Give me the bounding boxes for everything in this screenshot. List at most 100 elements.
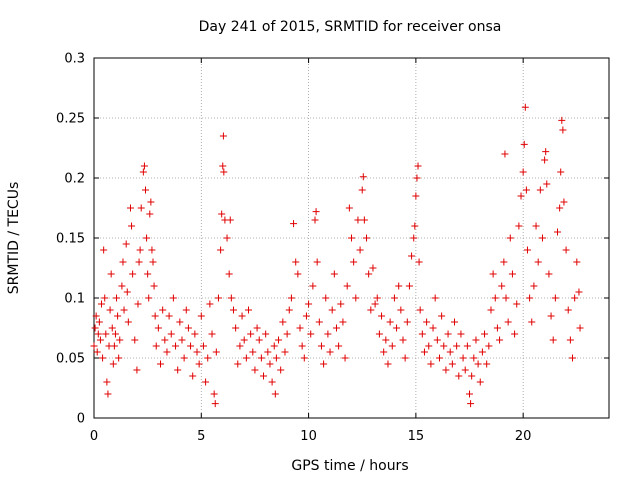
data-point xyxy=(147,198,155,206)
data-point xyxy=(536,186,544,194)
data-point xyxy=(558,116,566,124)
data-point xyxy=(451,318,458,326)
data-point xyxy=(143,234,151,242)
data-point xyxy=(225,270,233,278)
data-point xyxy=(149,258,157,266)
data-point xyxy=(384,360,392,368)
data-point xyxy=(522,186,530,194)
data-point xyxy=(272,354,280,362)
data-point xyxy=(508,270,516,278)
data-point xyxy=(549,336,557,344)
y-tick-label: 0.05 xyxy=(56,352,85,367)
data-point xyxy=(341,354,349,362)
data-point xyxy=(378,312,386,320)
data-point xyxy=(453,342,461,350)
data-point xyxy=(461,366,469,374)
y-tick-label: 0.1 xyxy=(64,292,85,307)
y-tick-label: 0.15 xyxy=(56,232,85,247)
data-point xyxy=(542,148,550,156)
data-point xyxy=(408,252,416,260)
data-point xyxy=(478,348,486,356)
data-point xyxy=(268,378,276,386)
data-point xyxy=(219,162,227,170)
data-point xyxy=(401,354,409,362)
data-point xyxy=(210,390,218,398)
data-point xyxy=(382,336,390,344)
data-point xyxy=(359,173,367,181)
data-point xyxy=(459,354,467,362)
data-point xyxy=(427,360,435,368)
data-point xyxy=(266,360,274,368)
data-point xyxy=(220,168,228,176)
data-point xyxy=(348,234,355,242)
data-point xyxy=(312,208,320,216)
data-point xyxy=(298,342,306,350)
data-point xyxy=(328,306,336,314)
data-point xyxy=(501,150,509,158)
data-point xyxy=(534,258,542,266)
data-point xyxy=(564,306,572,314)
data-point xyxy=(433,336,441,344)
data-point xyxy=(136,246,144,254)
data-point xyxy=(217,246,225,254)
data-point xyxy=(554,228,561,236)
data-point xyxy=(154,324,162,332)
y-tick-label: 0.25 xyxy=(56,112,85,127)
data-point xyxy=(107,270,115,278)
data-point xyxy=(557,168,565,176)
data-point xyxy=(165,312,173,320)
data-point xyxy=(307,330,315,338)
data-point xyxy=(285,306,293,314)
data-point xyxy=(287,294,295,302)
data-point xyxy=(218,210,226,218)
data-point xyxy=(290,220,298,228)
data-point xyxy=(573,258,581,266)
data-point xyxy=(491,294,499,302)
data-point xyxy=(317,342,325,350)
data-point xyxy=(373,294,381,302)
data-point xyxy=(350,258,358,266)
data-point xyxy=(457,330,465,338)
data-point xyxy=(545,270,553,278)
data-point xyxy=(133,366,141,374)
data-point xyxy=(174,366,182,374)
data-point xyxy=(496,336,504,344)
data-point xyxy=(277,366,285,374)
data-point xyxy=(397,306,405,314)
x-tick-label: 10 xyxy=(300,429,317,444)
data-point xyxy=(169,294,177,302)
data-points xyxy=(90,103,584,408)
data-point xyxy=(332,324,340,332)
data-point xyxy=(275,336,283,344)
x-tick-label: 5 xyxy=(197,429,205,444)
data-point xyxy=(257,354,265,362)
data-point xyxy=(352,294,360,302)
data-point xyxy=(176,318,184,326)
data-point xyxy=(502,294,510,302)
data-point xyxy=(232,324,240,332)
data-point xyxy=(515,222,523,230)
x-tick-label: 0 xyxy=(90,429,98,444)
data-point xyxy=(487,306,495,314)
data-point xyxy=(399,336,407,344)
data-point xyxy=(95,318,103,326)
data-point xyxy=(444,330,452,338)
data-point xyxy=(483,360,491,368)
data-point xyxy=(206,300,214,308)
data-point xyxy=(326,348,334,356)
data-point xyxy=(253,324,261,332)
data-point xyxy=(311,216,319,224)
data-point xyxy=(541,156,549,164)
data-point xyxy=(113,294,121,302)
data-point xyxy=(180,354,188,362)
y-tick-label: 0.2 xyxy=(64,172,85,187)
data-point xyxy=(504,318,512,326)
data-point xyxy=(103,378,111,386)
data-point xyxy=(520,140,528,148)
data-point xyxy=(442,366,450,374)
data-point xyxy=(438,312,446,320)
data-point xyxy=(92,312,100,320)
data-point xyxy=(142,186,149,194)
data-point xyxy=(523,246,531,254)
data-point xyxy=(212,348,220,356)
